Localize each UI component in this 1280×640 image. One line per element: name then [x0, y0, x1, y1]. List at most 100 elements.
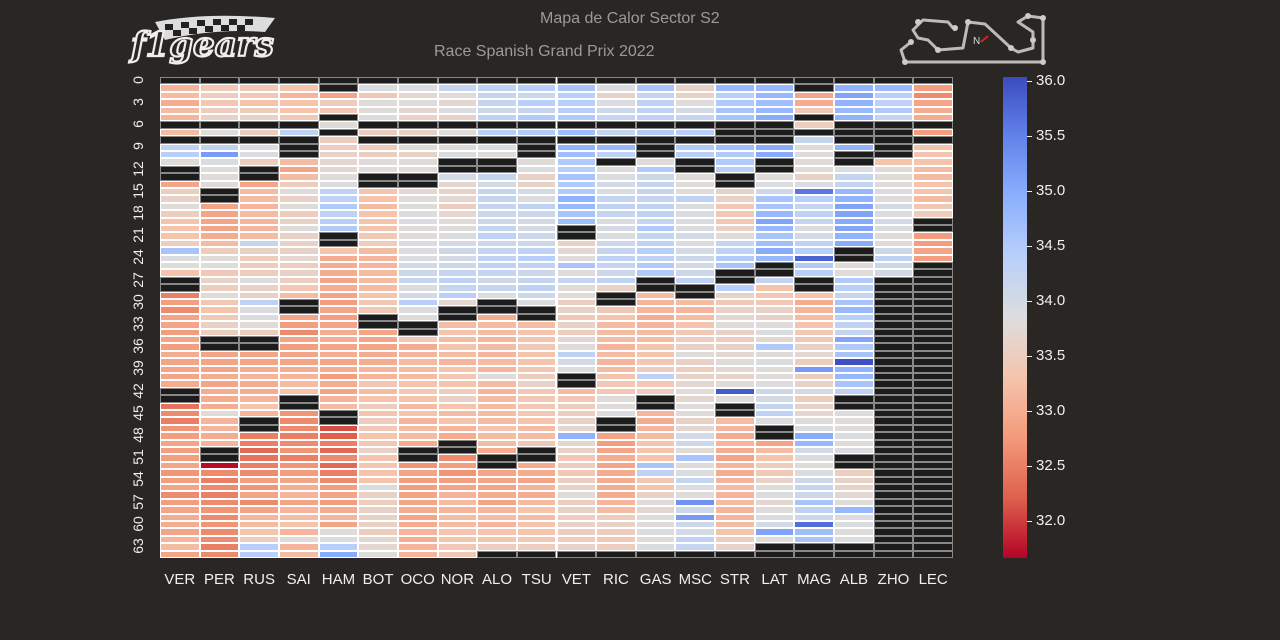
heatmap-cell-missing [318, 128, 359, 137]
heatmap-cell [516, 476, 557, 484]
heatmap-cell [477, 491, 517, 499]
heatmap-cell [437, 350, 478, 359]
heatmap-cell-missing [913, 469, 953, 477]
heatmap-cell [358, 195, 398, 203]
heatmap-cell [318, 151, 359, 159]
heatmap-cell [794, 461, 835, 470]
heatmap-cell [278, 336, 319, 344]
heatmap-cell-missing [358, 180, 398, 188]
heatmap-cell [516, 506, 557, 514]
heatmap-cell-missing [675, 550, 716, 558]
heatmap-cell [556, 143, 597, 151]
heatmap-cell-missing [873, 128, 914, 137]
heatmap-cell [834, 358, 874, 366]
heatmap-cell-missing [873, 498, 914, 507]
heatmap-cell [715, 165, 755, 174]
heatmap-cell [556, 484, 597, 492]
heatmap-cell-missing [834, 395, 874, 403]
heatmap-cell [199, 550, 240, 558]
heatmap-cell-missing [437, 158, 478, 166]
heatmap-cell [160, 262, 200, 270]
heatmap-cell [794, 402, 835, 410]
heatmap-cell [358, 484, 398, 492]
heatmap-cell [278, 99, 319, 107]
heatmap-cell [477, 114, 517, 122]
heatmap-cell [596, 328, 636, 336]
heatmap-cell [358, 158, 398, 166]
heatmap-cell [596, 254, 636, 262]
heatmap-cell [635, 114, 676, 122]
heatmap-cell [199, 180, 240, 188]
heatmap-cell [596, 188, 636, 196]
heatmap-cell [160, 269, 200, 277]
heatmap-cell [318, 513, 359, 521]
heatmap-cell [635, 321, 676, 329]
heatmap-cell-missing [318, 232, 359, 240]
heatmap-cell-missing [477, 165, 517, 174]
heatmap-cell [556, 439, 597, 447]
heatmap-cell-missing [913, 380, 953, 388]
heatmap-cell [794, 121, 835, 129]
heatmap-cell [358, 106, 398, 114]
heatmap-cell [754, 202, 795, 211]
heatmap-cell [239, 535, 279, 544]
colorbar-tick-mark [1027, 410, 1032, 412]
heatmap-cell-missing [913, 291, 953, 299]
heatmap-cell [715, 306, 755, 314]
heatmap-cell [794, 306, 835, 314]
heatmap-cell [318, 432, 359, 440]
heatmap-cell [160, 484, 200, 492]
heatmap-cell [556, 173, 597, 181]
heatmap-cell [160, 247, 200, 255]
heatmap-cell [596, 469, 636, 477]
heatmap-cell [834, 513, 874, 521]
heatmap-cell [477, 424, 517, 433]
heatmap-cell [754, 276, 795, 285]
heatmap-cell [199, 469, 240, 477]
heatmap-cell [635, 188, 676, 196]
heatmap-cell-missing [635, 284, 676, 292]
heatmap-cell [318, 158, 359, 166]
heatmap-cell-missing [239, 165, 279, 174]
heatmap-cell [675, 151, 716, 159]
heatmap-cell [199, 498, 240, 507]
heatmap-cell [358, 402, 398, 410]
heatmap-cell-missing [278, 402, 319, 410]
heatmap-cell [397, 99, 438, 107]
heatmap-cell [397, 217, 438, 225]
heatmap-cell [477, 284, 517, 292]
heatmap-cell [913, 188, 953, 196]
heatmap-cell-missing [873, 543, 914, 551]
heatmap-cell [239, 276, 279, 285]
heatmap-cell [556, 528, 597, 536]
heatmap-cell [358, 284, 398, 292]
heatmap-cell [675, 114, 716, 122]
heatmap-cell [754, 476, 795, 484]
heatmap-cell [318, 254, 359, 262]
heatmap-cell-missing [873, 484, 914, 492]
heatmap-cell [239, 387, 279, 396]
heatmap-cell [834, 202, 874, 211]
heatmap-cell-missing [873, 77, 914, 85]
heatmap-cell [199, 439, 240, 447]
heatmap-cell [199, 373, 240, 381]
heatmap-cell [160, 513, 200, 521]
heatmap-cell [834, 313, 874, 322]
heatmap-cell [794, 247, 835, 255]
heatmap-cell [318, 195, 359, 203]
heatmap-cell [278, 410, 319, 418]
heatmap-cell-missing [160, 173, 200, 181]
heatmap-cell [834, 210, 874, 218]
heatmap-cell [437, 476, 478, 484]
heatmap-cell [635, 365, 676, 373]
heatmap-cell [754, 498, 795, 507]
heatmap-cell [239, 454, 279, 462]
colorbar-tick-label: 33.0 [1036, 401, 1066, 419]
heatmap-cell-missing [199, 343, 240, 351]
heatmap-cell [278, 188, 319, 196]
heatmap-cell [754, 447, 795, 455]
heatmap-cell [834, 535, 874, 544]
heatmap-cell [834, 99, 874, 107]
heatmap-cell [239, 373, 279, 381]
heatmap-cell [239, 484, 279, 492]
